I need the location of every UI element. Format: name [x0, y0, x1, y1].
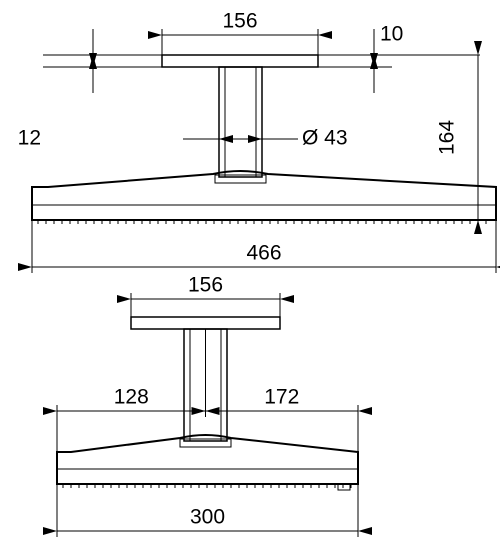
svg-text:156: 156 — [222, 10, 257, 33]
svg-text:172: 172 — [264, 386, 299, 409]
svg-text:164: 164 — [436, 120, 459, 155]
svg-text:128: 128 — [114, 386, 149, 409]
svg-text:Ø 43: Ø 43 — [302, 127, 348, 150]
svg-text:156: 156 — [188, 274, 223, 297]
technical-drawing: 156 10 12 Ø 43 164 466 156 128 172 300 — [0, 0, 500, 557]
svg-text:12: 12 — [18, 127, 41, 150]
svg-text:300: 300 — [190, 506, 225, 529]
svg-text:10: 10 — [380, 23, 403, 46]
svg-text:466: 466 — [246, 242, 281, 265]
